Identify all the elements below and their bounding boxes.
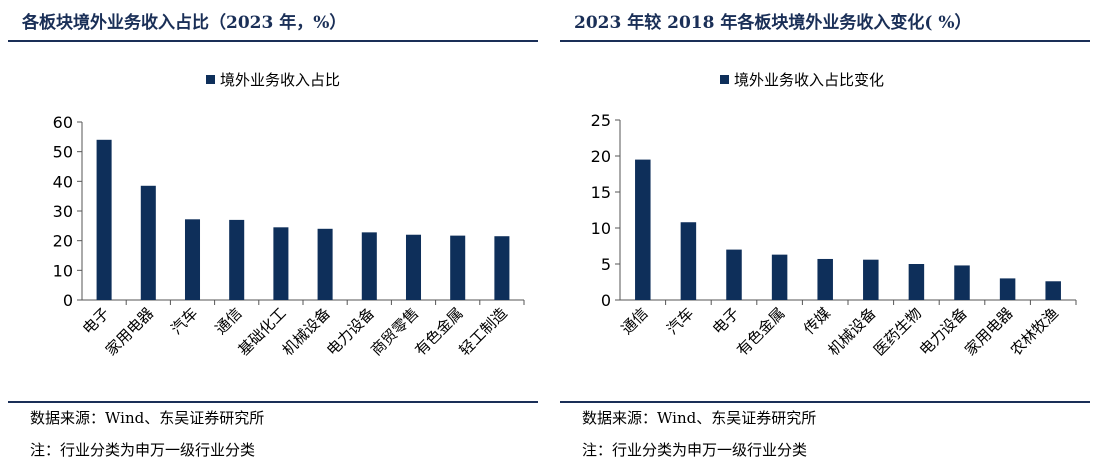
category-label: 电子 — [79, 304, 113, 338]
bar — [999, 278, 1016, 300]
source-note: 数据来源：Wind、东吴证券研究所 — [582, 409, 817, 427]
category-label: 有色金属 — [411, 304, 466, 359]
category-label: 家用电器 — [961, 304, 1016, 359]
y-tick-label: 20 — [591, 147, 611, 166]
bar — [863, 259, 879, 300]
footer-rule — [8, 401, 538, 403]
category-label: 商贸零售 — [367, 304, 422, 359]
bar — [726, 249, 742, 300]
bar — [817, 258, 833, 300]
bar — [184, 219, 201, 300]
bar — [771, 254, 788, 300]
bar — [229, 219, 245, 300]
chart-panel-right: 2023 年较 2018 年各板块境外业务收入变化( %） 境外业务收入占比变化… — [560, 0, 1090, 474]
category-label: 汽车 — [167, 304, 201, 338]
legend-label: 境外业务收入占比变化 — [734, 71, 884, 89]
bar — [494, 236, 510, 300]
legend-swatch — [206, 75, 215, 84]
bar — [954, 265, 970, 300]
category-label: 农林牧渔 — [1007, 304, 1062, 359]
category-label: 传媒 — [800, 304, 834, 338]
classification-note: 注：行业分类为申万一级行业分类 — [30, 441, 256, 459]
bar — [908, 264, 925, 300]
bar — [450, 235, 466, 300]
source-note: 数据来源：Wind、东吴证券研究所 — [30, 409, 265, 427]
category-label: 电力设备 — [916, 304, 971, 359]
y-tick-label: 50 — [53, 143, 73, 162]
legend-label: 境外业务收入占比 — [220, 71, 340, 89]
y-tick-label: 0 — [63, 291, 73, 310]
y-tick-label: 10 — [53, 261, 73, 280]
category-label: 电子 — [709, 304, 743, 338]
title-rule — [8, 40, 538, 42]
y-tick-label: 40 — [53, 172, 73, 191]
bar — [680, 222, 697, 300]
y-tick-label: 20 — [53, 232, 73, 251]
chart-title: 2023 年较 2018 年各板块境外业务收入变化( %） — [574, 13, 972, 33]
category-label: 轻工制造 — [456, 304, 511, 359]
bar — [635, 159, 651, 300]
classification-note: 注：行业分类为申万一级行业分类 — [582, 441, 808, 459]
y-tick-label: 25 — [591, 111, 611, 130]
category-label: 机械设备 — [824, 304, 879, 359]
y-tick-label: 10 — [591, 219, 611, 238]
title-rule — [560, 40, 1090, 42]
y-tick-label: 5 — [601, 255, 611, 274]
category-label: 电力设备 — [323, 304, 378, 359]
bar — [405, 234, 422, 300]
category-label: 有色金属 — [733, 304, 788, 359]
legend-swatch — [720, 75, 729, 84]
bar — [317, 228, 333, 300]
bar — [273, 227, 289, 300]
chart-panel-left: 各板块境外业务收入占比（2023 年，%） 境外业务收入占比 0 10 20 30 40 5… — [8, 0, 538, 474]
category-label: 家用电器 — [102, 304, 157, 359]
y-tick-label: 30 — [53, 202, 73, 221]
bar — [361, 232, 377, 300]
category-label: 机械设备 — [279, 304, 334, 359]
bar — [96, 139, 112, 300]
category-label: 基础化工 — [235, 304, 290, 359]
category-label: 汽车 — [663, 304, 697, 338]
category-label: 医药生物 — [870, 304, 925, 359]
y-tick-label: 0 — [601, 291, 611, 310]
y-tick-label: 60 — [53, 113, 73, 132]
y-tick-label: 15 — [591, 183, 611, 202]
category-label: 通信 — [618, 304, 652, 338]
category-label: 通信 — [212, 304, 246, 338]
footer-rule — [560, 401, 1090, 403]
chart-title: 各板块境外业务收入占比（2023 年，%） — [22, 13, 347, 33]
bar — [140, 185, 156, 300]
bar — [1045, 281, 1061, 300]
